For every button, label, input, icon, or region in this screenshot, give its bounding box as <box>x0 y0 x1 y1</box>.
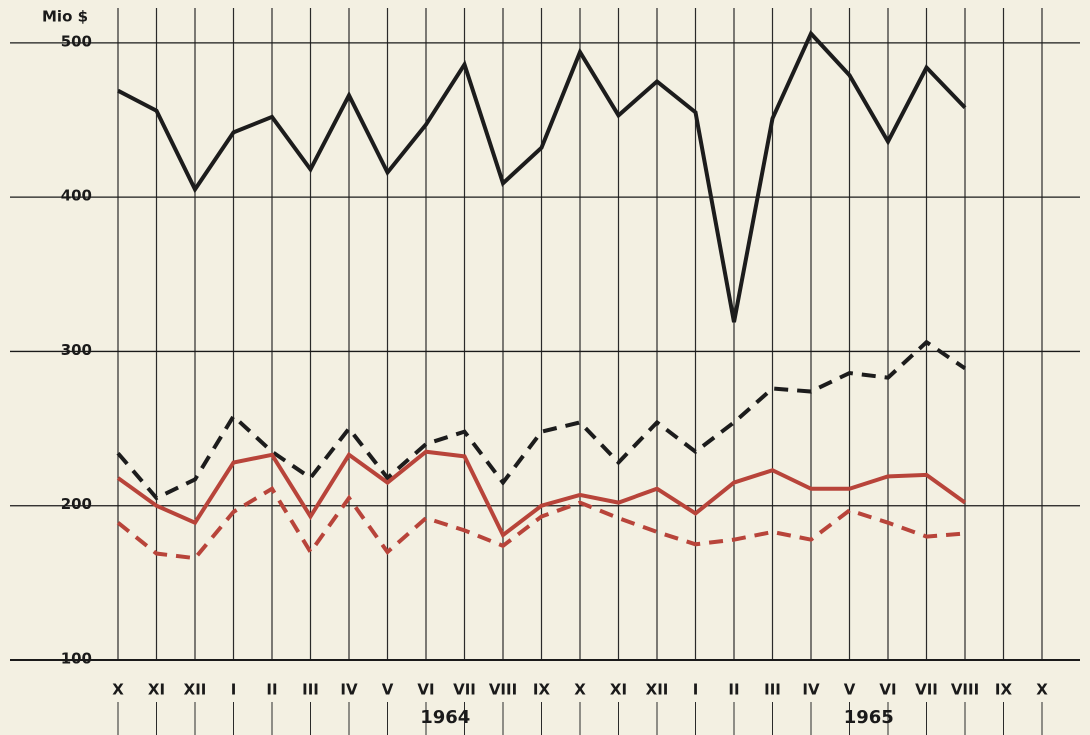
x-tick-label: VI <box>879 681 896 699</box>
x-tick-label: III <box>764 681 781 699</box>
x-tick-label: VII <box>915 681 938 699</box>
x-tick-label: XI <box>610 681 627 699</box>
x-tick-label: IX <box>533 681 551 699</box>
x-tick-label: IV <box>802 681 820 699</box>
year-label: 1964 <box>420 707 470 728</box>
x-tick-label: X <box>112 681 124 699</box>
series-line <box>116 449 967 539</box>
x-tick-label: II <box>728 681 739 699</box>
y-unit-label: Mio $ <box>42 8 88 26</box>
x-tick-label: XII <box>646 681 669 699</box>
x-tick-label: VII <box>453 681 476 699</box>
y-tick-label: 200 <box>61 495 92 513</box>
x-tick-label: VI <box>417 681 434 699</box>
series-line <box>116 339 967 501</box>
x-tick-label: XII <box>184 681 207 699</box>
x-tick-label: IX <box>995 681 1013 699</box>
y-tick-label: 500 <box>61 32 92 50</box>
x-tick-label: V <box>844 681 856 699</box>
x-tick-label: VIII <box>489 681 517 699</box>
x-tick-label: V <box>382 681 394 699</box>
series-line <box>116 486 966 561</box>
x-tick-label: I <box>693 681 699 699</box>
x-tick-label: X <box>574 681 586 699</box>
y-tick-label: 400 <box>61 187 92 205</box>
x-tick-label: VIII <box>951 681 979 699</box>
x-tick-label: XI <box>148 681 165 699</box>
x-tick-label: II <box>266 681 277 699</box>
year-label: 1965 <box>844 707 894 728</box>
x-tick-label: X <box>1036 681 1048 699</box>
series-line <box>117 30 967 323</box>
y-tick-label: 300 <box>61 341 92 359</box>
x-tick-label: III <box>302 681 319 699</box>
y-tick-label: 100 <box>61 650 92 668</box>
x-tick-label: IV <box>340 681 358 699</box>
x-tick-label: I <box>231 681 237 699</box>
